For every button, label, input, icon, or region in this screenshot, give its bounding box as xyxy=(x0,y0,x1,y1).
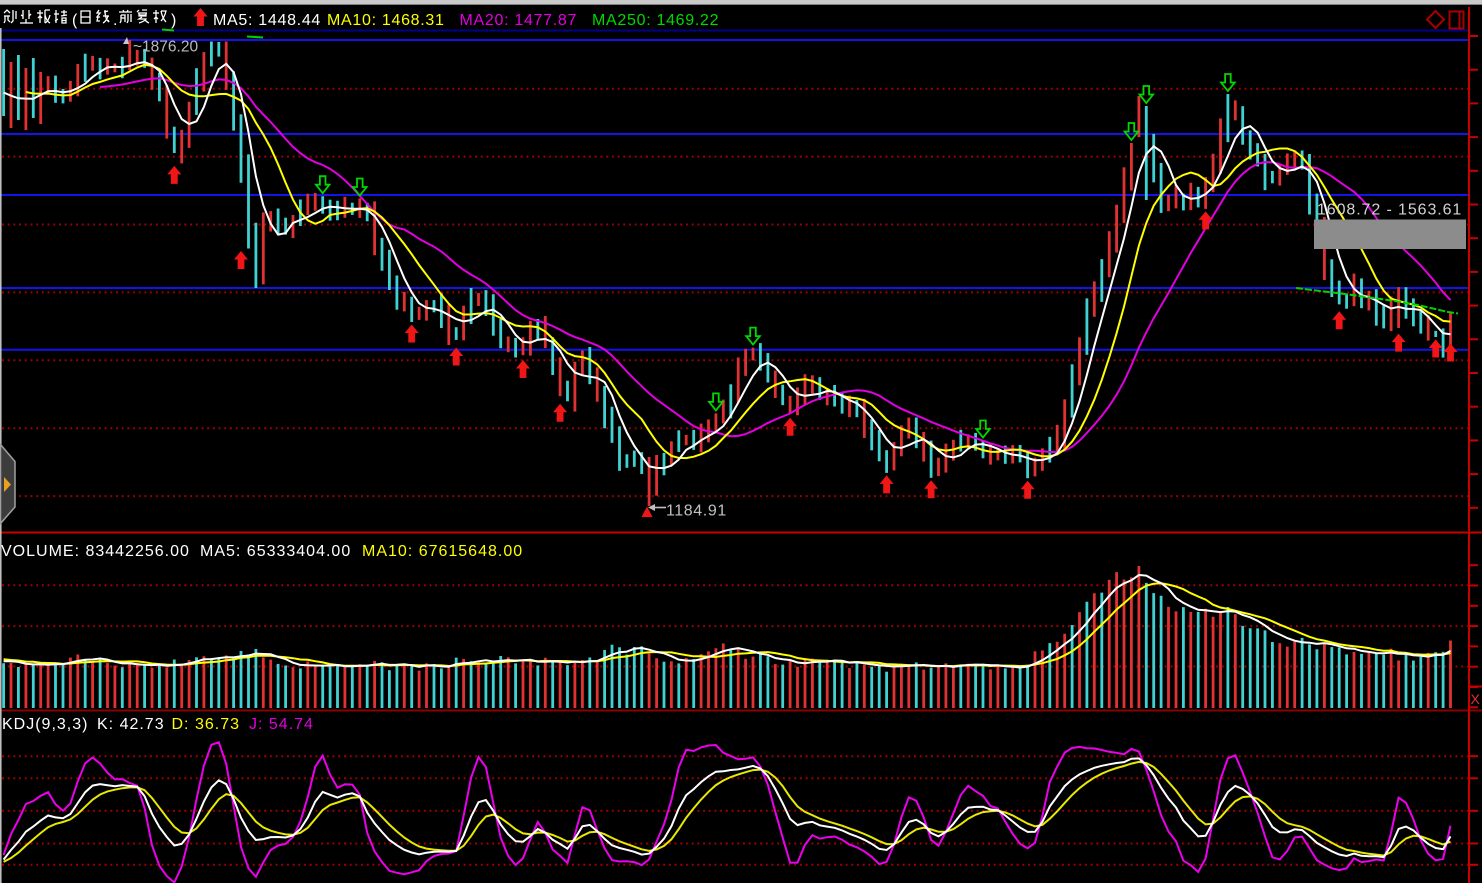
svg-text:MA10: 67615648.00: MA10: 67615648.00 xyxy=(362,543,523,560)
svg-text:K: 42.73: K: 42.73 xyxy=(97,716,165,733)
svg-text:MA5: 1448.44: MA5: 1448.44 xyxy=(213,12,321,29)
svg-text:MA20: 1477.87: MA20: 1477.87 xyxy=(460,12,578,29)
svg-text:MA250: 1469.22: MA250: 1469.22 xyxy=(592,12,719,29)
svg-text:X: X xyxy=(1471,691,1481,707)
svg-text:MA5: 65333404.00: MA5: 65333404.00 xyxy=(200,543,351,560)
svg-text:KDJ(9,3,3): KDJ(9,3,3) xyxy=(2,716,88,733)
svg-text:D: 36.73: D: 36.73 xyxy=(172,716,240,733)
svg-text:1184.91: 1184.91 xyxy=(666,503,727,520)
svg-text:(: ( xyxy=(72,12,78,29)
svg-text:1608.72 - 1563.61: 1608.72 - 1563.61 xyxy=(1317,202,1462,219)
svg-text:): ) xyxy=(171,12,176,29)
svg-text:J: 54.74: J: 54.74 xyxy=(249,716,314,733)
svg-text:VOLUME: 83442256.00: VOLUME: 83442256.00 xyxy=(1,543,190,560)
svg-text:~1876.20: ~1876.20 xyxy=(133,39,198,56)
svg-text:.: . xyxy=(113,12,117,29)
svg-text:MA10: 1468.31: MA10: 1468.31 xyxy=(327,12,445,29)
